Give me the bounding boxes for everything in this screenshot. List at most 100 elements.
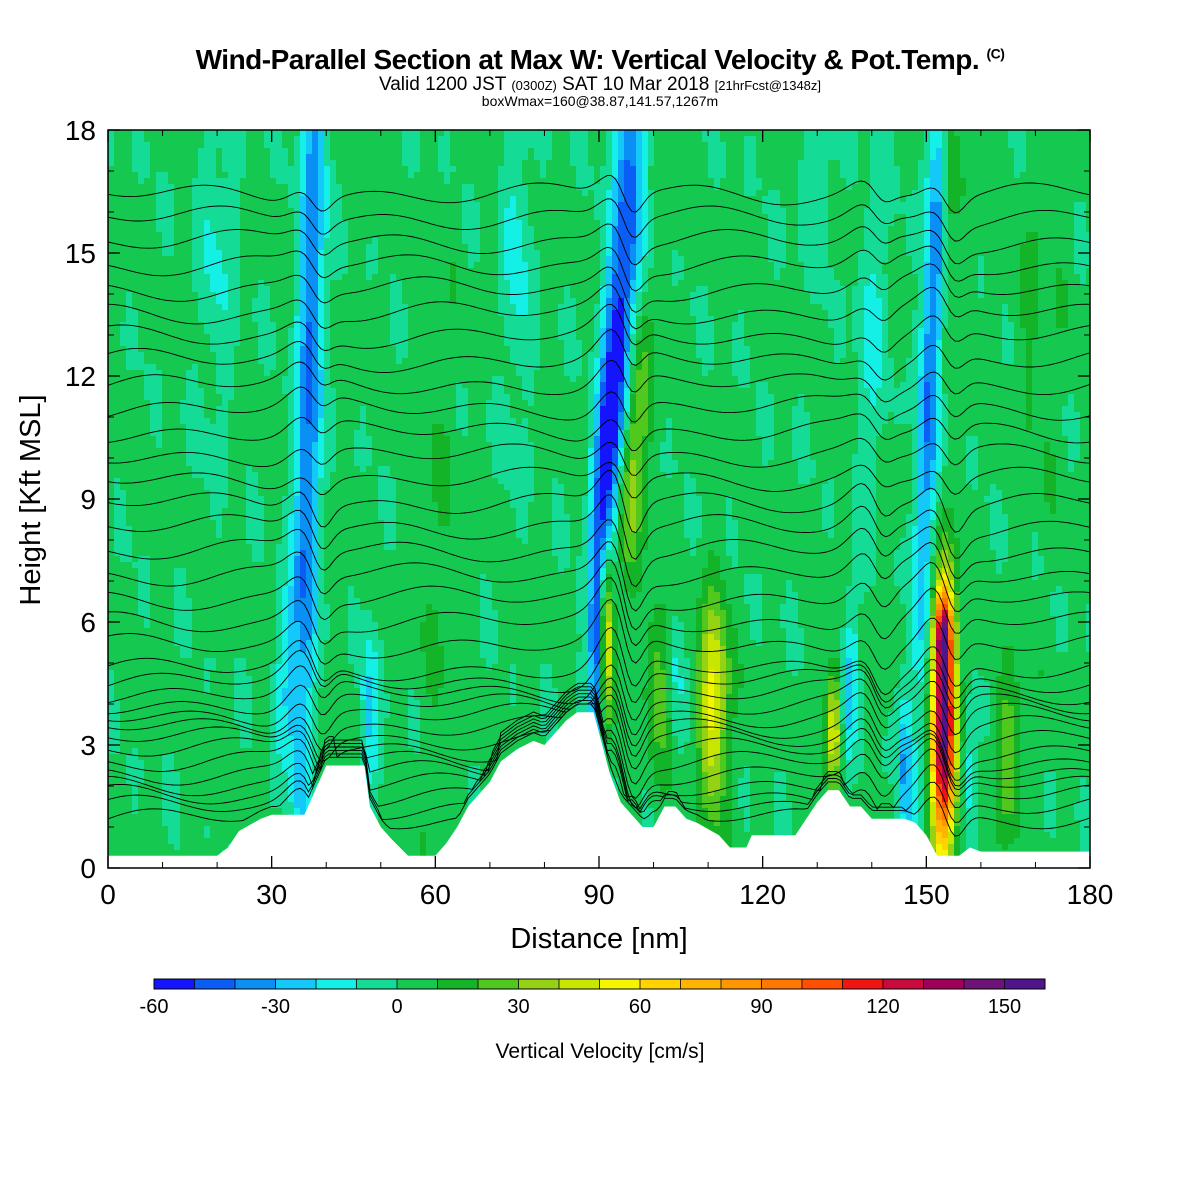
velocity-cell [690,220,697,227]
velocity-cell [306,190,313,197]
velocity-cell [480,220,487,227]
velocity-cell [252,160,259,167]
velocity-cell [774,286,781,293]
velocity-cell [924,166,931,173]
velocity-cell [282,166,289,173]
velocity-cell [876,298,883,305]
velocity-cell [642,256,649,263]
velocity-cell [744,226,751,233]
velocity-cell [1014,160,1021,167]
velocity-cell [510,268,517,275]
velocity-cell [894,130,901,137]
velocity-cell [966,172,973,179]
velocity-cell [504,304,511,311]
velocity-cell [162,160,169,167]
velocity-cell [504,160,511,167]
velocity-cell [960,148,967,155]
velocity-cell [1068,202,1075,209]
velocity-cell [750,148,757,155]
velocity-cell [1086,196,1090,203]
velocity-cell [684,184,691,191]
velocity-cell [300,292,307,299]
velocity-cell [528,292,535,299]
velocity-cell [744,262,751,269]
velocity-cell [390,166,397,173]
velocity-cell [324,298,331,305]
velocity-cell [666,190,673,197]
velocity-cell [726,304,733,311]
velocity-cell [888,148,895,155]
velocity-cell [1014,166,1021,173]
velocity-cell [516,304,523,311]
velocity-cell [600,262,607,269]
velocity-cell [1050,130,1057,137]
velocity-cell [222,214,229,221]
velocity-cell [546,154,553,161]
velocity-cell [972,154,979,161]
velocity-cell [360,136,367,143]
velocity-cell [474,148,481,155]
velocity-cell [114,304,121,311]
velocity-cell [570,256,577,263]
velocity-cell [768,154,775,161]
velocity-cell [822,292,829,299]
velocity-cell [288,220,295,227]
velocity-cell [936,208,943,215]
velocity-cell [840,292,847,299]
velocity-cell [630,196,637,203]
velocity-cell [150,220,157,227]
velocity-cell [966,130,973,137]
velocity-cell [696,208,703,215]
velocity-cell [666,262,673,269]
velocity-cell [714,196,721,203]
velocity-cell [564,256,571,263]
velocity-cell [978,286,985,293]
velocity-cell [786,268,793,275]
velocity-cell [906,154,913,161]
velocity-cell [1056,238,1063,245]
velocity-cell [360,226,367,233]
velocity-cell [480,172,487,179]
velocity-cell [426,160,433,167]
velocity-cell [696,172,703,179]
velocity-cell [1056,226,1063,233]
velocity-cell [234,250,241,257]
velocity-cell [954,160,961,167]
velocity-cell [144,298,151,305]
velocity-cell [732,268,739,275]
velocity-cell [366,160,373,167]
velocity-cell [594,280,601,287]
velocity-cell [174,178,181,185]
velocity-cell [948,172,955,179]
velocity-cell [450,184,457,191]
velocity-cell [1050,304,1057,311]
velocity-cell [948,142,955,149]
velocity-cell [948,166,955,173]
velocity-cell [204,214,211,221]
velocity-cell [942,268,949,275]
velocity-cell [546,244,553,251]
velocity-cell [960,226,967,233]
velocity-cell [372,154,379,161]
velocity-cell [798,274,805,281]
velocity-cell [912,136,919,143]
velocity-cell [246,220,253,227]
velocity-cell [132,148,139,155]
velocity-cell [510,250,517,257]
velocity-cell [144,268,151,275]
velocity-cell [540,184,547,191]
velocity-cell [660,148,667,155]
velocity-cell [1074,130,1081,137]
velocity-cell [534,238,541,245]
velocity-cell [804,298,811,305]
velocity-cell [786,214,793,221]
velocity-cell [888,196,895,203]
velocity-cell [966,256,973,263]
velocity-cell [594,136,601,143]
velocity-cell [702,256,709,263]
velocity-cell [570,304,577,311]
velocity-cell [114,214,121,221]
velocity-cell [972,172,979,179]
velocity-cell [294,304,301,311]
velocity-cell [162,298,169,305]
